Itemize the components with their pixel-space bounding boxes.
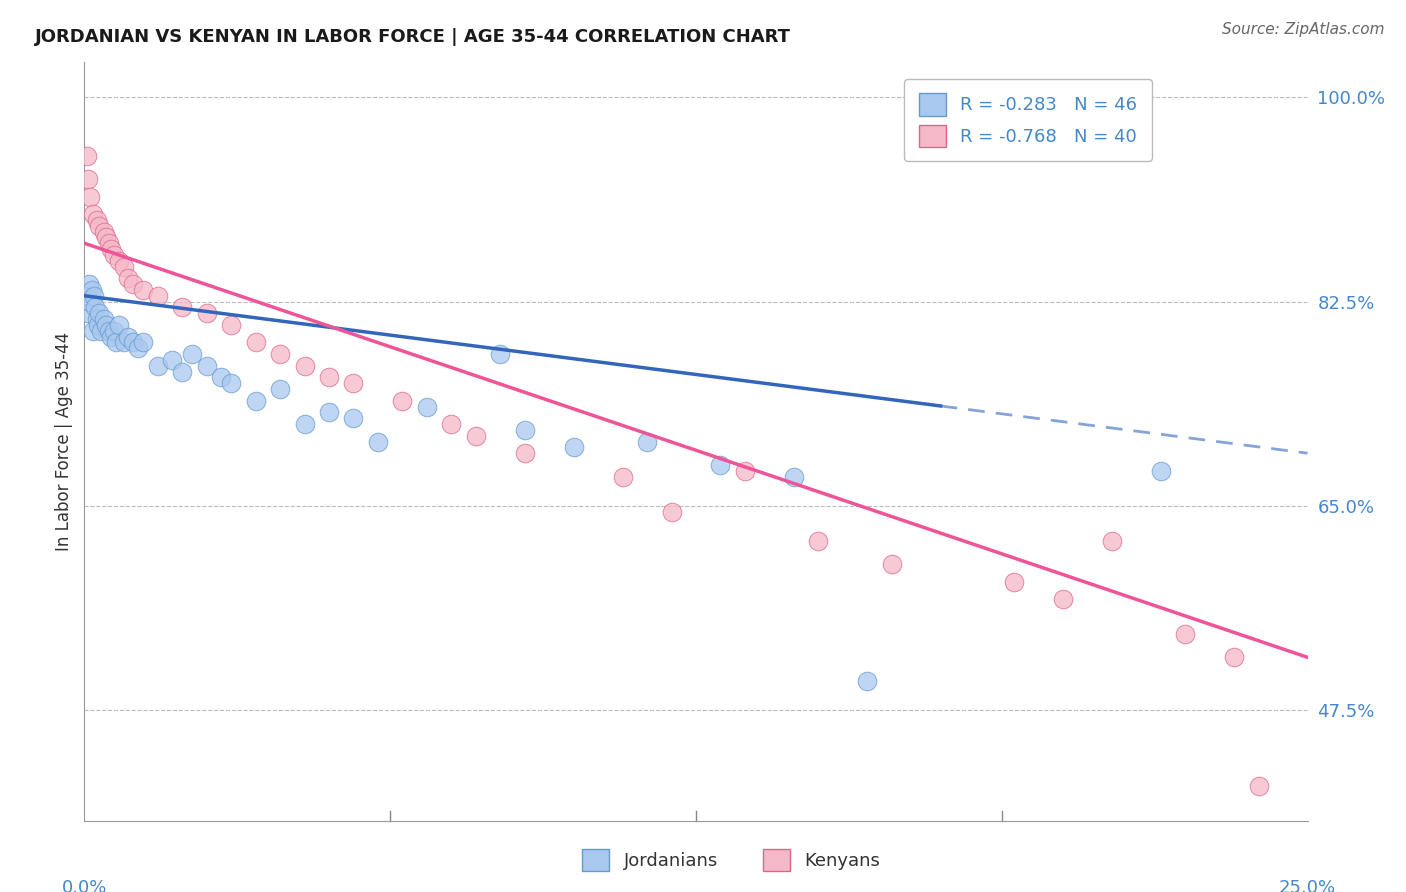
Point <box>416 400 439 414</box>
Point <box>219 376 242 391</box>
Text: 25.0%: 25.0% <box>1279 879 1336 892</box>
Point <box>96 318 118 332</box>
Point <box>880 557 903 571</box>
Point <box>86 312 108 326</box>
Point <box>367 434 389 449</box>
Point <box>245 335 267 350</box>
Point <box>112 335 135 350</box>
Point <box>391 393 413 408</box>
Point <box>1247 779 1270 793</box>
Point <box>107 318 129 332</box>
Point <box>107 253 129 268</box>
Point <box>1150 464 1173 478</box>
Point <box>97 236 120 251</box>
Point <box>83 289 105 303</box>
Point <box>219 318 242 332</box>
Legend: Jordanians, Kenyans: Jordanians, Kenyans <box>575 842 887 879</box>
Point <box>318 370 340 384</box>
Point <box>103 324 125 338</box>
Point <box>76 289 98 303</box>
Point <box>1002 574 1025 589</box>
Point <box>122 277 145 291</box>
Point <box>77 306 100 320</box>
Point <box>112 260 135 274</box>
Point <box>807 533 830 548</box>
Point <box>122 335 145 350</box>
Point <box>117 271 139 285</box>
Point <box>79 189 101 203</box>
Point <box>661 504 683 518</box>
Point <box>77 277 100 291</box>
Point <box>103 248 125 262</box>
Point <box>195 306 218 320</box>
Point <box>856 673 879 688</box>
Point <box>117 329 139 343</box>
Point <box>294 417 316 431</box>
Point <box>84 301 107 315</box>
Point <box>146 359 169 373</box>
Point <box>97 324 120 338</box>
Point <box>709 458 731 472</box>
Point <box>513 446 536 460</box>
Point <box>562 441 585 455</box>
Point <box>100 242 122 256</box>
Text: JORDANIAN VS KENYAN IN LABOR FORCE | AGE 35-44 CORRELATION CHART: JORDANIAN VS KENYAN IN LABOR FORCE | AGE… <box>35 28 792 45</box>
Point <box>132 283 155 297</box>
Point <box>87 318 110 332</box>
Point <box>513 423 536 437</box>
Point <box>172 301 194 315</box>
Point <box>87 219 110 233</box>
Point <box>1174 627 1197 641</box>
Point <box>269 347 291 361</box>
Point <box>105 335 128 350</box>
Point <box>146 289 169 303</box>
Point <box>172 365 194 379</box>
Y-axis label: In Labor Force | Age 35-44: In Labor Force | Age 35-44 <box>55 332 73 551</box>
Point <box>132 335 155 350</box>
Point <box>93 225 115 239</box>
Point <box>79 294 101 309</box>
Point <box>87 306 110 320</box>
Point <box>90 324 112 338</box>
Point <box>77 172 100 186</box>
Point <box>440 417 463 431</box>
Point <box>734 464 756 478</box>
Point <box>162 352 184 367</box>
Point <box>318 405 340 419</box>
Point <box>1052 592 1074 607</box>
Point <box>195 359 218 373</box>
Point <box>1101 533 1123 548</box>
Point <box>269 382 291 396</box>
Point <box>1223 650 1246 665</box>
Point <box>86 213 108 227</box>
Point <box>82 207 104 221</box>
Legend: R = -0.283   N = 46, R = -0.768   N = 40: R = -0.283 N = 46, R = -0.768 N = 40 <box>904 79 1152 161</box>
Point <box>342 376 364 391</box>
Point <box>181 347 204 361</box>
Text: 0.0%: 0.0% <box>62 879 107 892</box>
Point <box>342 411 364 425</box>
Point <box>76 149 98 163</box>
Point <box>209 370 232 384</box>
Point <box>96 230 118 244</box>
Point <box>127 341 149 355</box>
Point <box>636 434 658 449</box>
Point <box>245 393 267 408</box>
Point <box>80 283 103 297</box>
Text: Source: ZipAtlas.com: Source: ZipAtlas.com <box>1222 22 1385 37</box>
Point <box>612 469 634 483</box>
Point <box>93 312 115 326</box>
Point <box>82 324 104 338</box>
Point <box>464 428 486 442</box>
Point <box>489 347 512 361</box>
Point <box>100 329 122 343</box>
Point <box>294 359 316 373</box>
Point <box>783 469 806 483</box>
